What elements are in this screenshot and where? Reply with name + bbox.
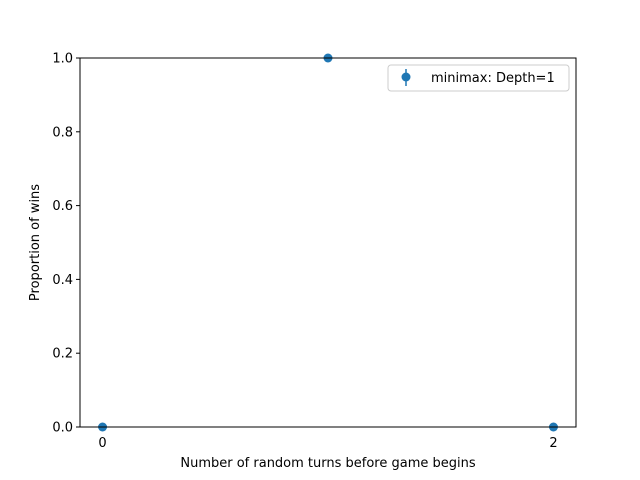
y-tick-label: 1.0 (52, 52, 73, 67)
x-tick-label: 2 (549, 436, 557, 451)
legend-box (387, 64, 570, 92)
legend-marker (401, 72, 411, 82)
y-tick-label: 0.6 (52, 199, 73, 214)
y-axis-title: Proportion of wins (28, 184, 43, 301)
y-axis-ticks: 0.0 0.2 0.4 0.6 0.8 1.0 (52, 52, 80, 436)
x-axis-title: Number of random turns before game begin… (180, 456, 476, 471)
plot-frame (79, 57, 577, 428)
legend-label: minimax: Depth=1 (431, 71, 555, 86)
y-tick-label: 0.2 (52, 347, 73, 362)
y-tick-label: 0.8 (52, 125, 73, 140)
x-tick-label: 0 (98, 436, 106, 451)
y-tick-label: 0.4 (52, 273, 73, 288)
y-tick-label: 0.0 (52, 421, 73, 436)
legend: minimax: Depth=1 (387, 64, 570, 92)
